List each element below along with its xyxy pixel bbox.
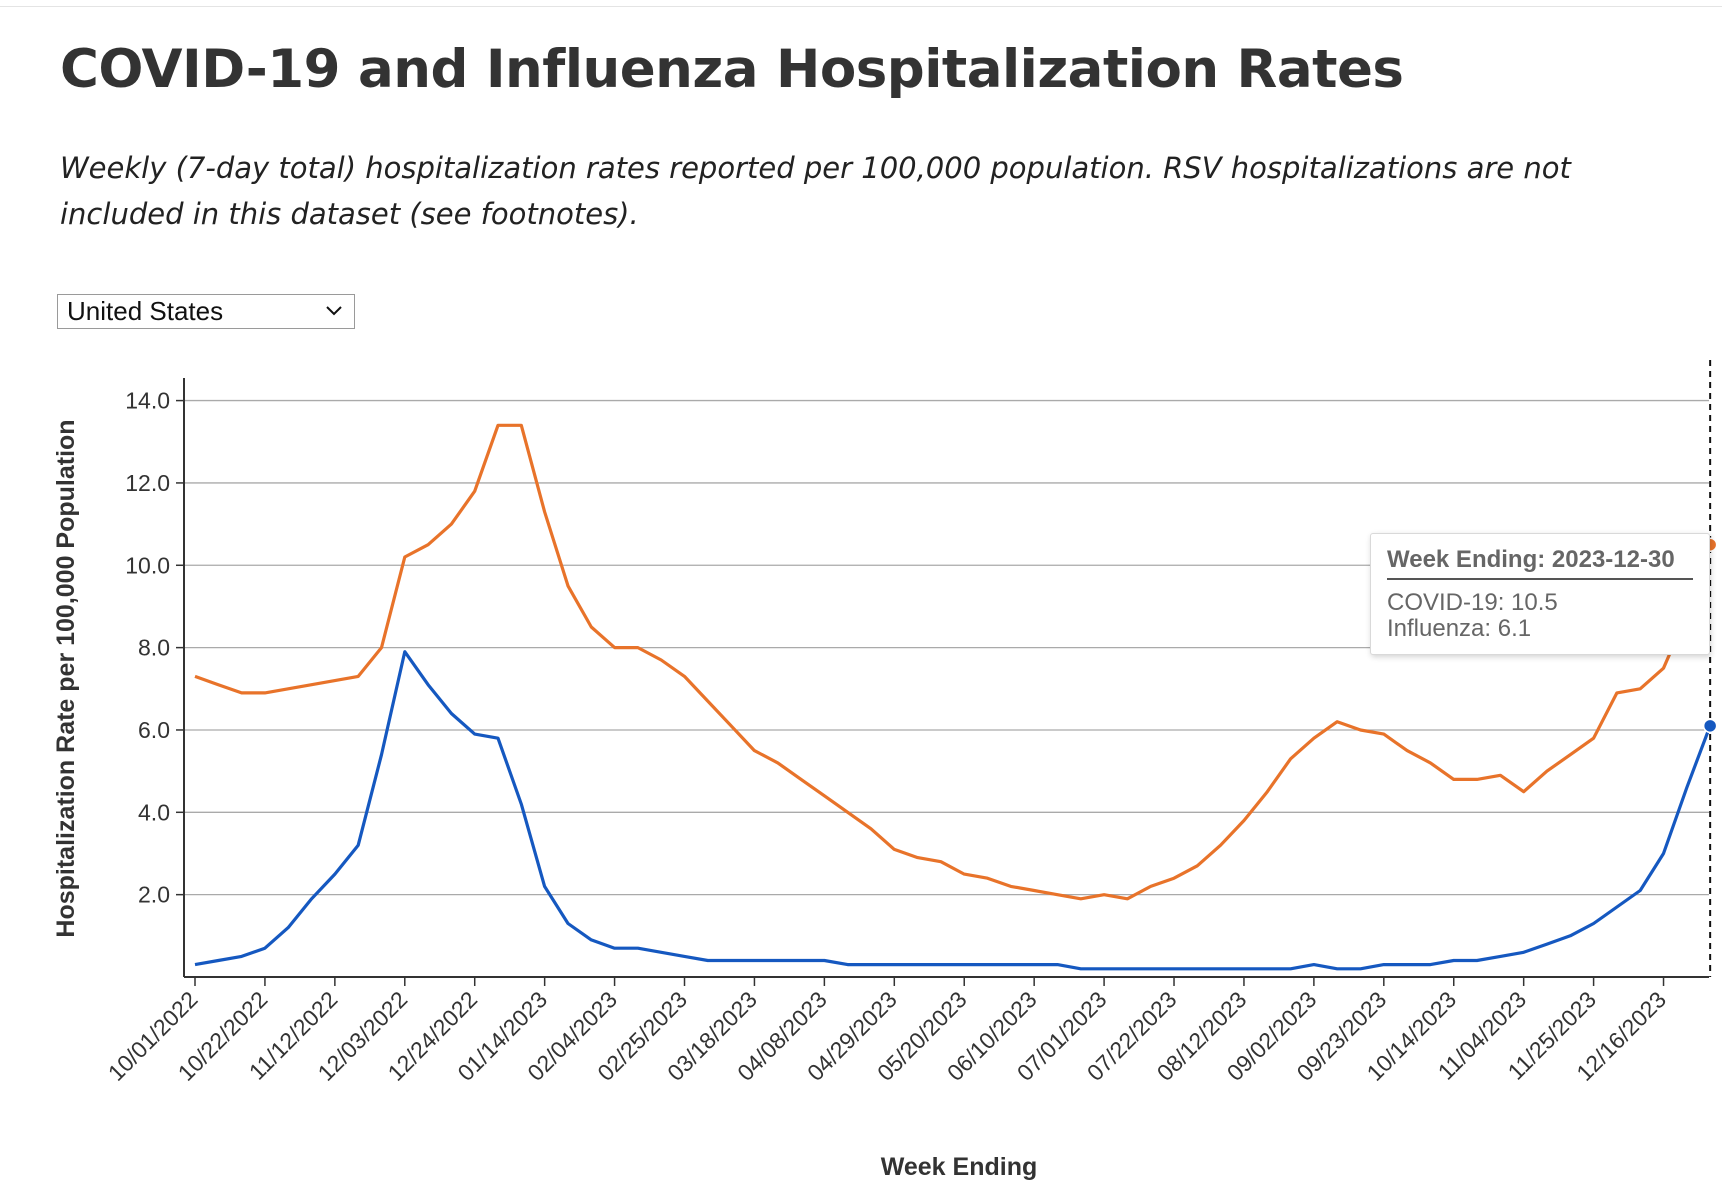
x-axis-ticks: 10/01/202210/22/202211/12/202212/03/2022… (103, 977, 1671, 1086)
y-tick-label: 6.0 (138, 717, 170, 743)
hover-markers (1702, 360, 1718, 977)
y-tick-label: 2.0 (138, 882, 170, 908)
top-divider (0, 6, 1722, 7)
chevron-down-icon (324, 301, 344, 321)
y-tick-label: 4.0 (138, 799, 170, 825)
page-title: COVID-19 and Influenza Hospitalization R… (60, 39, 1404, 100)
tooltip-covid-value: COVID-19: 10.5 (1387, 589, 1558, 616)
hospitalization-chart: 2.0 4.0 6.0 8.0 10.0 12.0 14.0 10/01/202210/22… (52, 360, 1718, 1181)
location-select[interactable]: United States (57, 294, 355, 329)
y-tick-label: 14.0 (125, 388, 170, 414)
series-line-covid-19 (194, 423, 1712, 901)
y-tick-label: 12.0 (125, 470, 170, 496)
y-axis-title: Hospitalization Rate per 100,000 Populat… (52, 419, 80, 937)
location-select-value: United States (67, 296, 224, 326)
page-subtitle: Weekly (7-day total) hospitalization rat… (60, 151, 1571, 231)
tooltip-title: Week Ending: 2023-12-30 (1387, 546, 1693, 580)
hover-tooltip: Week Ending: 2023-12-30 COVID-19: 10.5 I… (1370, 533, 1710, 655)
y-axis-ticks: 2.0 4.0 6.0 8.0 10.0 12.0 14.0 (125, 388, 184, 908)
axes (183, 378, 1709, 978)
hover-point-influenza (1702, 718, 1718, 734)
tooltip-flu-value: Influenza: 6.1 (1387, 615, 1532, 642)
grid-lines (184, 399, 1709, 896)
x-axis-title: Week Ending (881, 1153, 1038, 1181)
series-line-influenza (194, 650, 1712, 971)
y-tick-label: 10.0 (125, 552, 170, 578)
series-lines (194, 423, 1712, 971)
y-tick-label: 8.0 (138, 635, 170, 661)
